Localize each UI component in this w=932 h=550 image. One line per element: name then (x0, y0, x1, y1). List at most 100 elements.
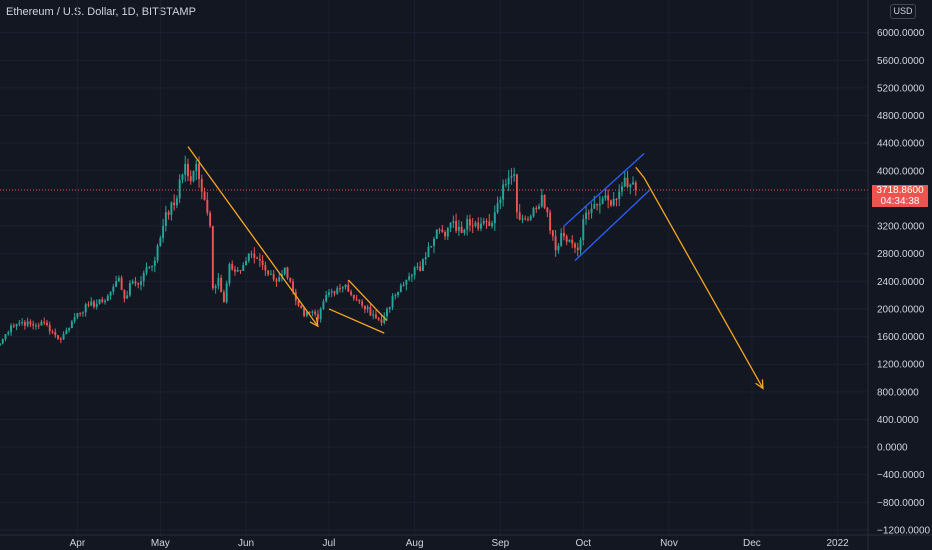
candle-body (452, 221, 455, 223)
candle-body (104, 300, 107, 303)
candle-body (200, 179, 203, 192)
candle-body (538, 206, 541, 209)
channel-upper-line (563, 153, 645, 227)
candle-body (128, 283, 131, 296)
candle-body (120, 277, 123, 290)
candle-body (557, 245, 560, 251)
candle-body (236, 270, 239, 272)
currency-badge[interactable]: USD (890, 4, 916, 19)
x-tick-label: Aug (406, 538, 424, 549)
candle-body (54, 332, 57, 336)
candle-body (413, 267, 416, 276)
time-axis: Apr May Jun Jul Aug Sep Oct Nov Dec 2022 (70, 538, 850, 549)
candle-body (70, 321, 73, 329)
candle-body (34, 325, 37, 327)
drawings (187, 146, 764, 390)
candle-body (231, 264, 234, 270)
candle-body (29, 321, 32, 325)
candle-body (527, 219, 529, 221)
candle-body (206, 199, 209, 213)
candle-body (482, 220, 485, 224)
x-tick-label: Oct (575, 538, 591, 549)
candle-body (245, 260, 247, 266)
candle-body (195, 163, 198, 172)
candle-body (112, 286, 115, 292)
candle-body (32, 324, 35, 326)
candle-body (551, 230, 554, 237)
candle-body (515, 174, 518, 213)
y-tick-label: 4000.0000 (877, 166, 925, 177)
candle-body (12, 325, 15, 327)
y-tick-label: 4800.0000 (877, 111, 925, 122)
candle-body (81, 312, 84, 314)
candle-body (355, 298, 358, 300)
candle-body (46, 322, 48, 325)
y-tick-label: 5200.0000 (877, 83, 925, 94)
candle-body (529, 216, 532, 220)
candle-body (524, 218, 527, 220)
candle-body (303, 307, 306, 316)
candle-body (347, 284, 350, 292)
candle-body (438, 229, 441, 231)
candle-body (211, 226, 214, 289)
candle-body (402, 284, 405, 286)
candle-body (43, 321, 46, 323)
candle-body (480, 223, 482, 229)
candle-body (62, 333, 65, 340)
candle-body (258, 258, 261, 261)
y-tick-label: 2400.0000 (877, 277, 925, 288)
candle-body (1, 339, 4, 344)
candle-body (502, 184, 505, 200)
candle-body (424, 257, 427, 260)
x-tick-label: Dec (743, 538, 761, 549)
candle-body (358, 299, 361, 302)
candle-body (228, 264, 231, 284)
candle-body (325, 295, 328, 302)
candle-body (604, 195, 607, 199)
candle-body (90, 301, 93, 306)
candle-body (170, 202, 173, 215)
candle-body (493, 212, 496, 224)
candle-body (247, 253, 250, 261)
candle-body (571, 239, 574, 244)
candle-body (408, 276, 411, 280)
last-price-tag: 3718.8600 04:34:38 (872, 185, 928, 207)
candle-body (618, 191, 621, 200)
chart-title: Ethereum / U.S. Dollar, 1D, BITSTAMP (6, 6, 196, 18)
candle-body (565, 236, 568, 242)
candle-body (286, 267, 289, 278)
y-tick-label: −800.0000 (877, 498, 925, 509)
candle-body (15, 324, 18, 327)
candle-body (256, 257, 259, 259)
candle-body (173, 202, 176, 206)
candle-body (126, 295, 129, 299)
candle-body (93, 301, 95, 307)
candle-body (314, 311, 317, 315)
candle-body (532, 207, 535, 217)
y-tick-label: 800.0000 (877, 387, 919, 398)
x-tick-label: Jun (238, 538, 254, 549)
candle-body (159, 237, 162, 246)
candle-body (181, 174, 184, 180)
candle-body (518, 212, 521, 220)
candle-body (405, 279, 408, 285)
candle-body (330, 291, 333, 293)
candle-body (272, 273, 275, 280)
candle-body (582, 219, 585, 240)
y-tick-label: 4400.0000 (877, 139, 925, 150)
candle-body (598, 203, 601, 206)
y-tick-label: −400.0000 (877, 470, 925, 481)
candle-body (513, 174, 516, 177)
candle-body (579, 239, 582, 251)
candle-body (134, 281, 137, 284)
candle-body (156, 245, 159, 261)
projection-arrow-head (755, 379, 764, 390)
x-tick-label: May (151, 538, 170, 549)
candle-body (546, 207, 549, 213)
y-tick-label: 6000.0000 (877, 28, 925, 39)
candle-body (507, 177, 510, 185)
y-tick-label: 0.0000 (877, 443, 908, 454)
candle-body (239, 270, 242, 272)
candle-body (106, 295, 109, 301)
